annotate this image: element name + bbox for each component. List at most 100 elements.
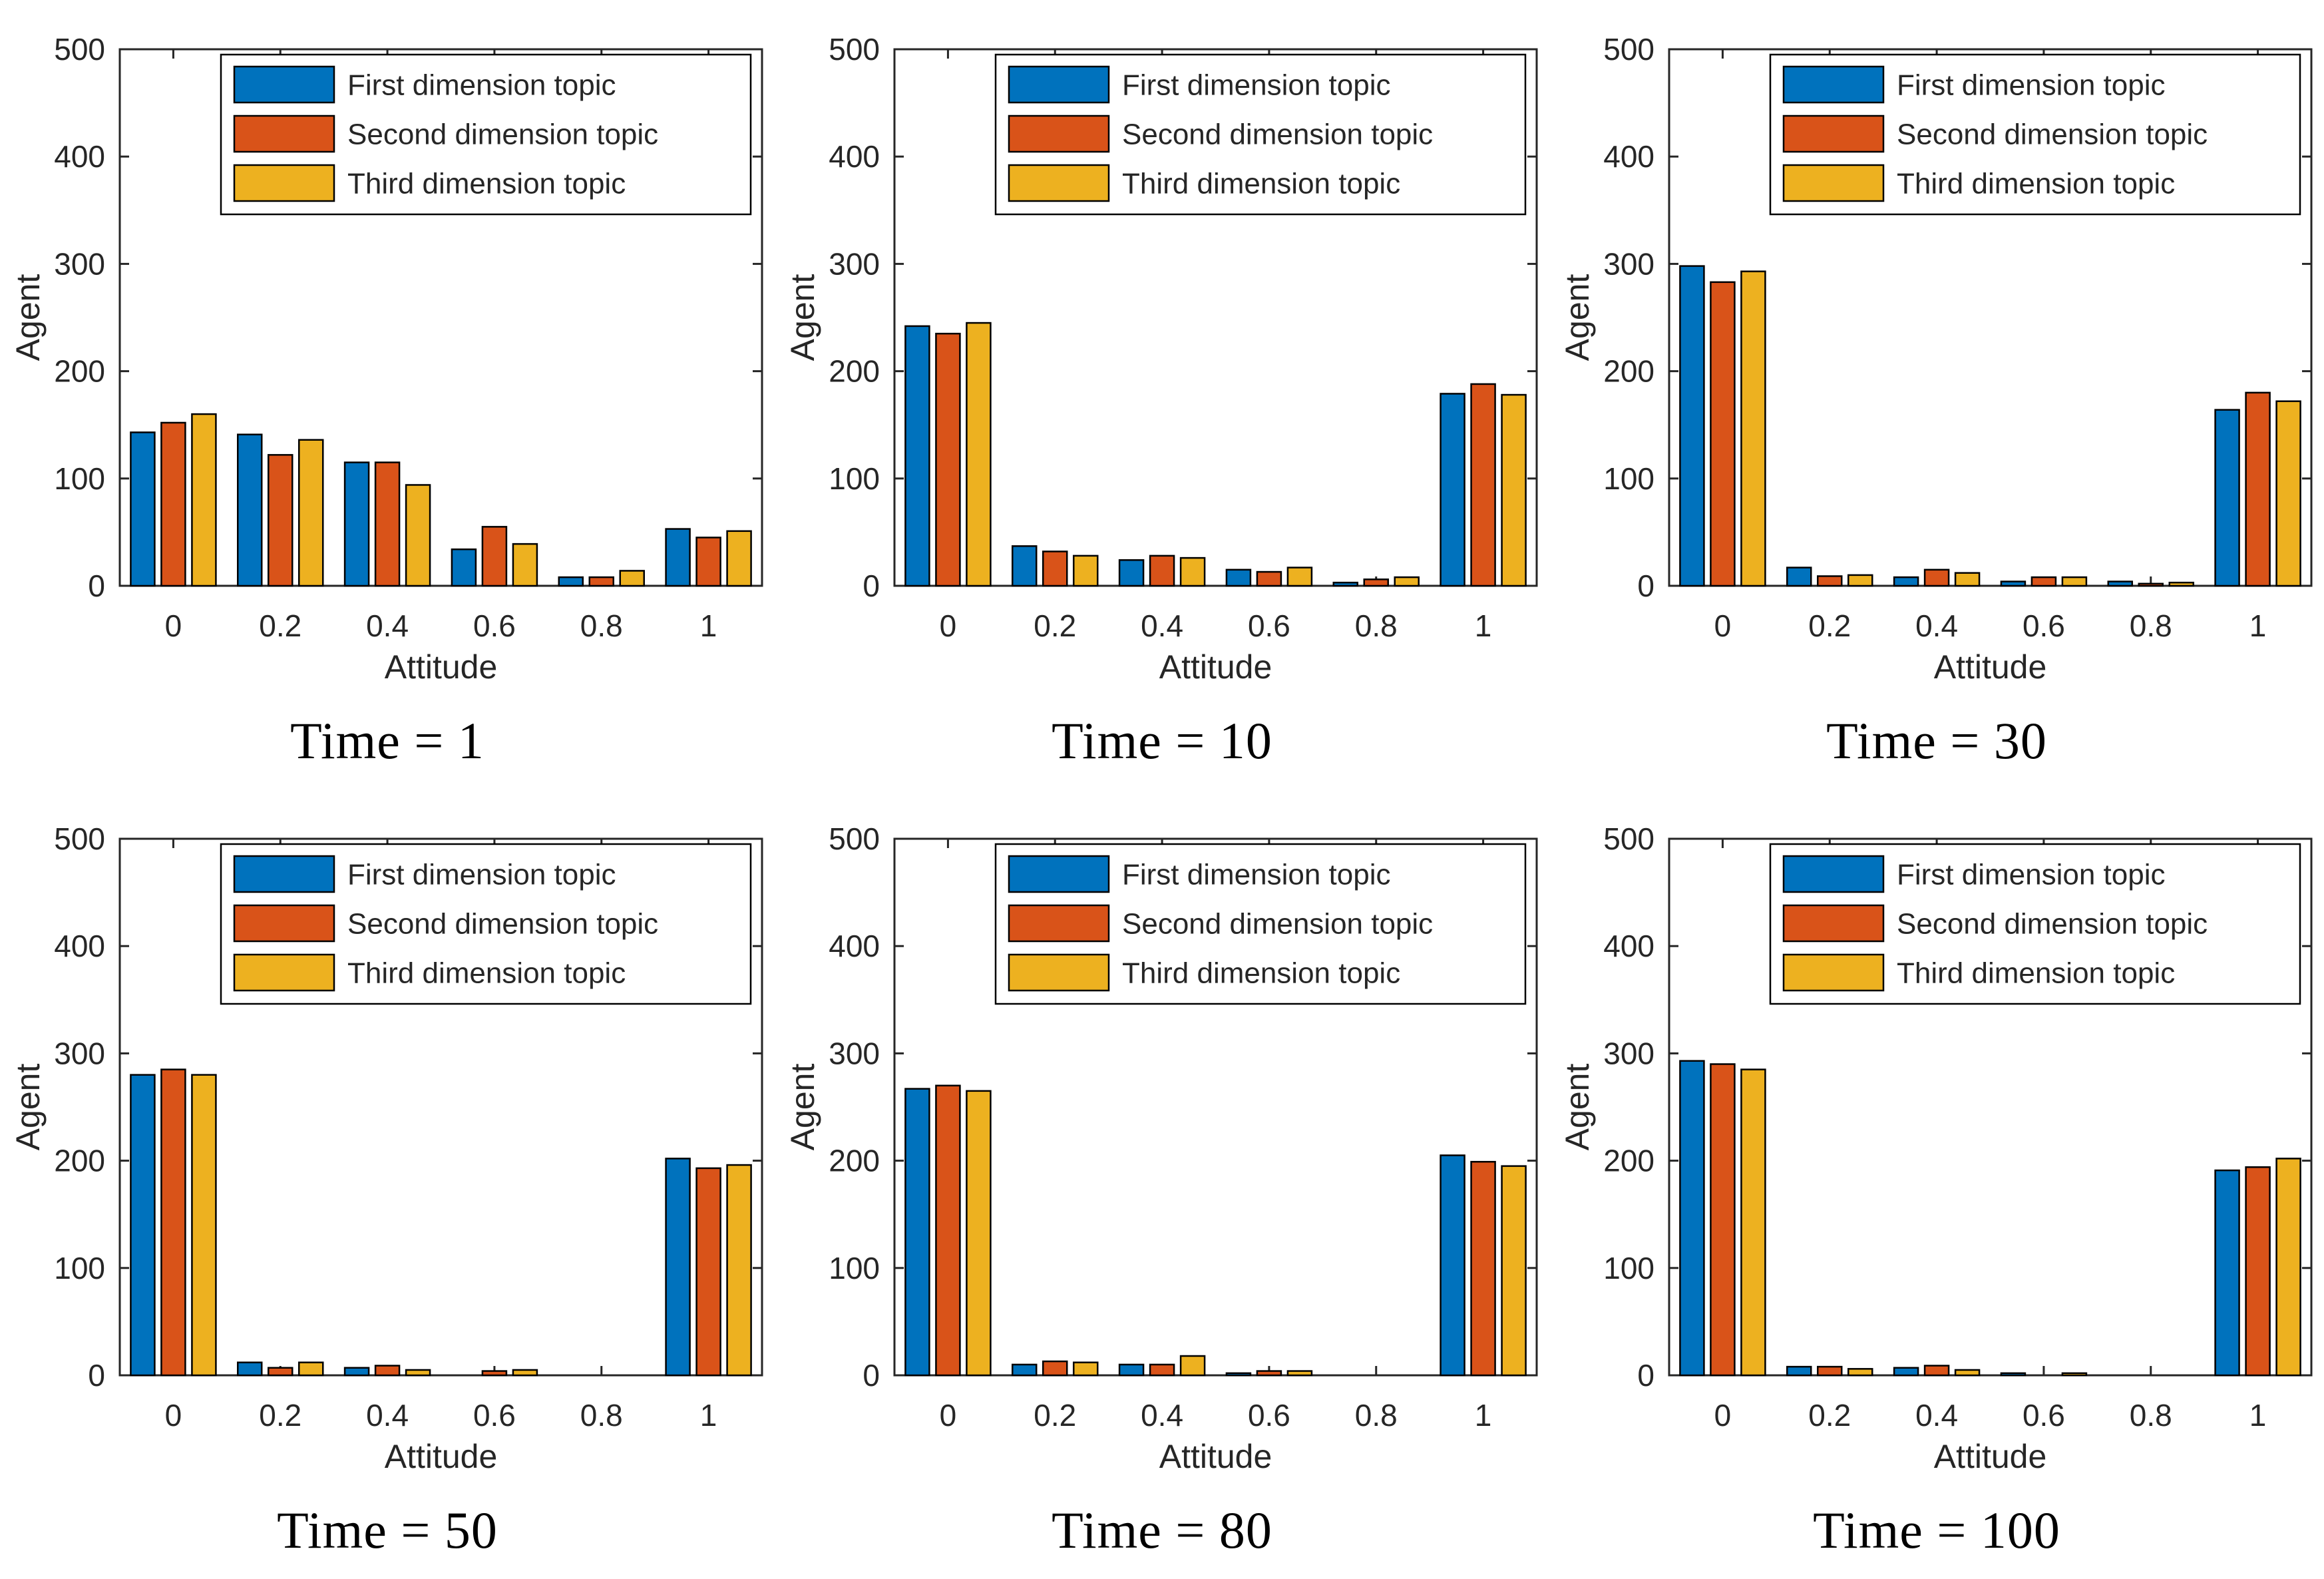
- y-tick-label: 100: [1603, 461, 1654, 496]
- y-tick-label: 300: [1603, 1036, 1654, 1070]
- y-tick-label: 0: [88, 1358, 105, 1393]
- bar: [2245, 1166, 2271, 1377]
- x-tick-label: 0.6: [473, 608, 516, 643]
- x-tick-label: 0.6: [2023, 1398, 2065, 1433]
- x-tick-label: 0.8: [2130, 1398, 2172, 1433]
- bar-chart-time-80: 0 100 200 300 400 500 0 0.2 0.4 0.6 0.8 1 Attitude Ag…: [784, 821, 1538, 1475]
- y-tick-label: 100: [54, 1251, 105, 1285]
- bar: [1225, 1372, 1252, 1377]
- bar: [904, 1088, 930, 1377]
- x-tick-label: 0.2: [259, 608, 301, 643]
- y-tick-label: 100: [54, 461, 105, 496]
- x-tick-label: 0.2: [1808, 1398, 1851, 1433]
- bar: [1149, 555, 1175, 587]
- bar: [2275, 400, 2301, 587]
- legend-label: Second dimension topic: [1122, 908, 1433, 941]
- x-tick-label: 0: [165, 1398, 182, 1433]
- bar: [2275, 1158, 2301, 1377]
- legend: First dimension topic Second dimension to…: [220, 53, 752, 216]
- x-tick-label: 0.2: [1808, 608, 1851, 643]
- bar: [374, 461, 401, 587]
- y-axis-label: Agent: [784, 274, 821, 361]
- legend-label: Third dimension topic: [1122, 957, 1400, 990]
- bar-series: [130, 413, 752, 587]
- x-tick-label: 0.8: [580, 1398, 623, 1433]
- axes: 0 100 200 300 400 500 0 0.2 0.4 0.6 0.8 1: [829, 32, 1538, 643]
- bar: [1893, 1367, 1919, 1377]
- legend: First dimension topic Second dimension to…: [1769, 843, 2301, 1005]
- bar-series: [1679, 1060, 2301, 1377]
- y-axis-label: Agent: [9, 274, 47, 361]
- bar: [1179, 1355, 1206, 1377]
- y-tick-label: 500: [1603, 32, 1654, 67]
- legend-swatch: [1782, 855, 1885, 893]
- axes: 0 100 200 300 400 500 0 0.2 0.4 0.6 0.8 1: [54, 32, 763, 643]
- x-tick-label: 0: [940, 608, 957, 643]
- bar: [1817, 575, 1843, 587]
- x-tick-label: 0.6: [2023, 608, 2065, 643]
- legend-label: First dimension topic: [1897, 69, 2165, 102]
- bar: [268, 454, 293, 587]
- bar: [935, 332, 961, 587]
- bar: [665, 528, 691, 587]
- x-tick-label: 0.8: [2130, 608, 2172, 643]
- bar: [1394, 576, 1420, 587]
- bar: [904, 325, 930, 587]
- legend-label: Second dimension topic: [1897, 118, 2208, 151]
- bar: [160, 421, 186, 587]
- chart-panel-time-100: 0 100 200 300 400 500 0 0.2 0.4 0.6 0.8 1 Attitude Ag…: [1549, 790, 2324, 1579]
- bar: [1118, 1363, 1145, 1377]
- legend-swatch: [233, 953, 335, 992]
- bar: [2061, 576, 2088, 587]
- x-tick-label: 1: [2249, 1398, 2267, 1433]
- legend: First dimension topic Second dimension to…: [1769, 53, 2301, 216]
- bar: [451, 548, 477, 587]
- y-tick-label: 500: [829, 821, 880, 856]
- bar: [1817, 1365, 1843, 1377]
- legend: First dimension topic Second dimension to…: [994, 53, 1527, 216]
- legend-label: Third dimension topic: [1897, 957, 2175, 990]
- chart-panel-time-30: 0 100 200 300 400 500 0 0.2 0.4 0.6 0.8 1 Attitude Ag…: [1549, 0, 2324, 790]
- legend-swatch: [1008, 114, 1110, 153]
- bar: [1710, 1063, 1736, 1377]
- y-tick-label: 0: [1637, 1358, 1654, 1393]
- x-axis-label: Attitude: [1934, 1438, 2047, 1475]
- bar: [130, 431, 156, 587]
- bar-chart-time-50: 0 100 200 300 400 500 0 0.2 0.4 0.6 0.8 1 Attitude Ag…: [9, 821, 763, 1475]
- bar: [1012, 545, 1038, 587]
- y-tick-label: 300: [54, 246, 105, 281]
- x-tick-label: 0: [1714, 1398, 1732, 1433]
- bar: [966, 1090, 992, 1377]
- y-tick-label: 300: [54, 1036, 105, 1070]
- y-tick-label: 500: [54, 821, 105, 856]
- legend-label: Third dimension topic: [347, 168, 626, 200]
- bar: [1740, 1068, 1766, 1377]
- x-tick-label: 0.6: [473, 1398, 516, 1433]
- y-tick-label: 500: [829, 32, 880, 67]
- x-axis-label: Attitude: [385, 1438, 498, 1475]
- bar: [374, 1365, 401, 1377]
- y-tick-label: 0: [88, 568, 105, 603]
- bar: [1118, 559, 1145, 587]
- bar: [695, 537, 721, 587]
- x-tick-label: 0: [165, 608, 182, 643]
- bar: [2214, 1169, 2240, 1377]
- chart-panel-time-10: 0 100 200 300 400 500 0 0.2 0.4 0.6 0.8 1 Attitude Ag…: [775, 0, 1549, 790]
- bar: [1042, 1360, 1068, 1377]
- legend-swatch: [233, 65, 335, 104]
- legend-swatch: [1008, 164, 1110, 202]
- bar: [1332, 581, 1358, 587]
- chart-panel-time-80: 0 100 200 300 400 500 0 0.2 0.4 0.6 0.8 1 Attitude Ag…: [775, 790, 1549, 1579]
- legend-swatch: [1782, 953, 1885, 992]
- legend-swatch: [233, 114, 335, 153]
- legend-label: First dimension topic: [1897, 859, 2165, 891]
- y-tick-label: 400: [54, 929, 105, 963]
- chart-title: Time = 10: [1052, 712, 1272, 770]
- y-tick-label: 200: [54, 354, 105, 389]
- legend-swatch: [233, 855, 335, 893]
- bar-chart-time-10: 0 100 200 300 400 500 0 0.2 0.4 0.6 0.8 1 Attitude Ag…: [784, 32, 1538, 686]
- y-tick-label: 0: [863, 568, 880, 603]
- legend-label: Second dimension topic: [1897, 908, 2208, 941]
- y-tick-label: 300: [1603, 246, 1654, 281]
- bar: [1470, 1160, 1496, 1377]
